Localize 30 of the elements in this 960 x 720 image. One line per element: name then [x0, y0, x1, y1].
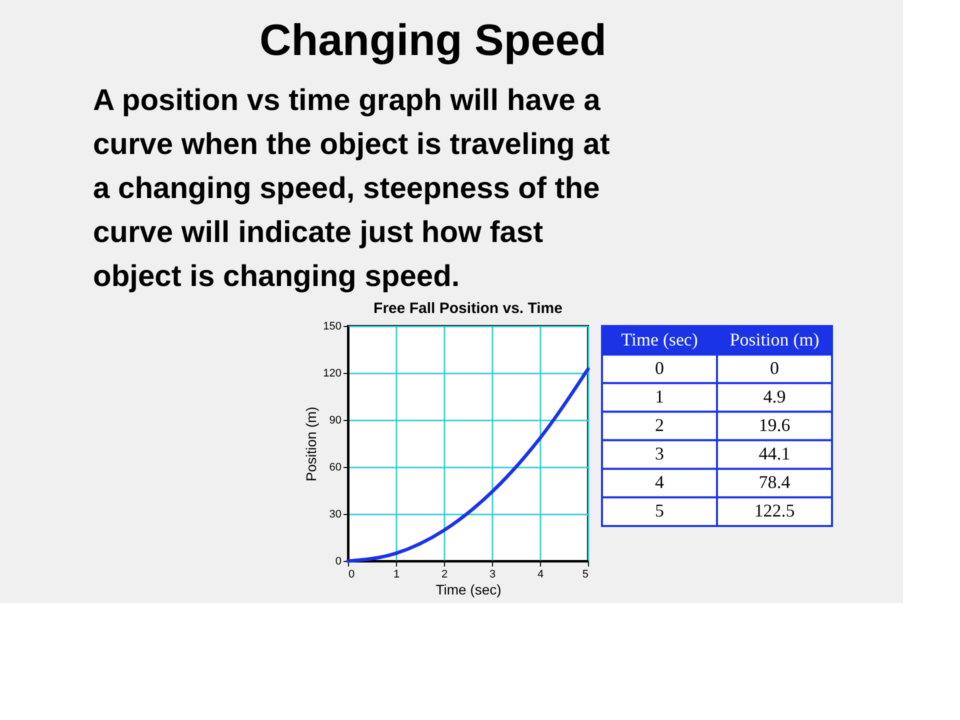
data-label: 4.9	[763, 386, 786, 406]
x-tick-label: 1	[393, 568, 400, 580]
y-tick-label: 150	[323, 320, 342, 332]
data-label: 122.5	[754, 500, 795, 521]
y-tick-label: 60	[329, 462, 342, 474]
text: A position vs time graph will have a curve when the object is traveling at a changing speed, steepness of the curve will indicate just how fast object is changing speed.	[93, 84, 610, 293]
y-tick-label: 5	[655, 500, 664, 521]
y-tick-label: 90	[329, 414, 342, 426]
y-tick-label: 120	[323, 368, 342, 380]
x-axis-title: Time (sec)	[436, 582, 502, 598]
y-tick-label: 30	[329, 508, 342, 520]
y-tick-label: 3	[655, 444, 664, 464]
chart-title: Free Fall Position vs. Time	[374, 300, 562, 317]
x-tick-label: 5	[582, 568, 588, 580]
y-tick-label: 0	[655, 358, 664, 378]
y-tick-label: 2	[655, 415, 664, 435]
x-tick-label: 4	[537, 568, 544, 580]
y-tick-label: 4	[655, 472, 664, 492]
x-tick-label: 0	[348, 568, 355, 580]
data-label: 19.6	[758, 415, 790, 435]
data-label: 0	[770, 358, 779, 378]
data-label: 78.4	[758, 472, 790, 492]
y-tick-label: 0	[335, 556, 342, 568]
x-tick-label: 3	[489, 568, 496, 580]
text: Changing Speed	[259, 16, 607, 65]
y-axis-title: Position (m)	[303, 406, 320, 482]
y-axis-title: Time (sec)	[621, 329, 698, 350]
y-tick-label: 1	[655, 386, 664, 406]
data-label: 44.1	[758, 444, 790, 464]
x-tick-label: 2	[441, 568, 448, 580]
